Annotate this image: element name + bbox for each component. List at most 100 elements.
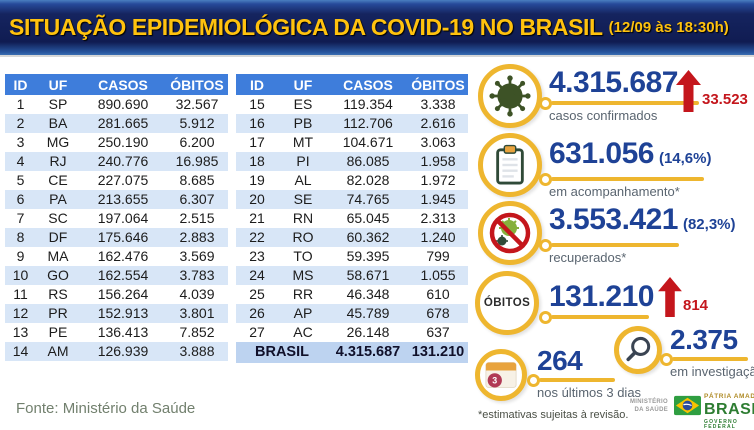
table-row: 16 PB 112.706 2.616 [236,114,468,133]
table-cell: 18 [249,153,265,169]
table-cell: 227.075 [97,172,149,188]
table-cell: 59.395 [346,248,390,264]
virus-icon-glyph [489,75,531,117]
obitos-badge: ÓBITOS [475,271,539,335]
confirmed-value: 4.315.687 [549,66,678,99]
page-title: SITUAÇÃO EPIDEMIOLÓGICA DA COVID-19 NO B… [9,14,603,40]
table-cell: 610 [426,286,450,302]
table-cell: 1.055 [420,267,456,283]
table-cell: 4 [16,153,25,169]
table-row: 14 AM 126.939 3.888 [5,342,228,361]
table-cell: 197.064 [97,210,149,226]
table-cell: 21 [249,210,265,226]
table-row: 18 PI 86.085 1.958 [236,152,468,171]
table-cell: 6 [16,191,25,207]
table-cell: 32.567 [175,96,219,112]
column-header-uf: UF [36,74,80,95]
table-cell: 46.348 [346,286,390,302]
table-cell: 3.888 [179,343,215,359]
table-row: 6 PA 213.655 6.307 [5,190,228,209]
table-cell: BA [48,115,68,131]
gov-line1: PÁTRIA AMADA [704,393,754,400]
recovered-pct: (82,3%) [682,216,736,233]
table-cell: TO [293,248,313,264]
monitoring-pct: (14,6%) [658,150,712,167]
table-cell: 281.665 [97,115,149,131]
table-cell: 136.413 [97,324,149,340]
table-cell: CE [48,172,68,188]
table-cell: 152.913 [97,305,149,321]
table-cell: 6.307 [179,191,215,207]
deaths-delta: 814 [658,277,708,317]
table-cell: 9 [16,248,25,264]
table-cell: PB [293,115,313,131]
table-cell: 10 [12,267,29,283]
table-cell: 3 [16,134,25,150]
table-cell: PR [48,305,68,321]
table-row: 15 ES 119.354 3.338 [236,95,468,114]
table-cell: 20 [249,191,265,207]
table-row: 13 PE 136.413 7.852 [5,323,228,342]
table-cell: 1.972 [420,172,456,188]
table-cell: 2.313 [420,210,456,226]
table-row: 20 SE 74.765 1.945 [236,190,468,209]
table-cell: 7 [16,210,25,226]
table-cell: 1 [16,96,25,112]
obitos-badge-label: ÓBITOS [483,297,531,309]
table-cell: ES [293,96,313,112]
table-row: 3 MG 250.190 6.200 [5,133,228,152]
magnifier-icon-glyph [626,336,651,362]
magnifier-icon [614,326,662,374]
confirmed-label: casos confirmados [549,108,658,123]
recent-deaths-label: nos últimos 3 dias [537,385,642,400]
table-cell: PI [296,153,310,169]
confirmed-delta-value: 33.523 [702,91,748,108]
government-brand: PÁTRIA AMADA BRASIL GOVERNO FEDERAL [704,393,754,430]
table-cell: 156.264 [97,286,149,302]
stat-confirmed: 4.315.687 casos confirmados [539,66,699,123]
title-timestamp: (12/09 às 18:30h) [608,19,729,36]
table-row: 25 RR 46.348 610 [236,285,468,304]
column-header-obitos: ÓBITOS [166,74,228,95]
table-cell: 3.569 [179,248,215,264]
stat-underline [660,353,748,366]
table-cell: 27 [249,324,265,340]
table-cell: 175.646 [97,229,149,245]
table-row: 10 GO 162.554 3.783 [5,266,228,285]
table-cell: 26 [249,305,265,321]
table-cell: 8 [16,229,25,245]
up-arrow-icon [658,277,682,317]
table-cell: 2.616 [420,115,456,131]
title-bar: SITUAÇÃO EPIDEMIOLÓGICA DA COVID-19 NO B… [0,0,754,57]
stat-investigation: 2.375 em investigação [660,324,754,379]
investigation-value: 2.375 [670,324,738,355]
table-row: 12 PR 152.913 3.801 [5,304,228,323]
table-cell: 1.240 [420,229,456,245]
table-row: 4 RJ 240.776 16.985 [5,152,228,171]
table-cell: DF [48,229,68,245]
table-cell: 240.776 [97,153,149,169]
table-cell: 162.476 [97,248,149,264]
estimates-note: *estimativas sujeitas à revisão. [478,409,629,421]
brazil-flag-logo [674,394,701,422]
table-cell: MT [292,134,314,150]
table-cell: 7.852 [179,324,215,340]
table-cell: 162.554 [97,267,149,283]
table-cell: 25 [249,286,265,302]
up-arrow-icon [676,70,701,112]
table-cell: 3.801 [179,305,215,321]
stat-underline [539,239,679,252]
table-cell: 2.515 [179,210,215,226]
brasil-total-row: BRASIL 4.315.687 131.210 [236,342,468,363]
confirmed-delta: 33.523 [676,70,748,112]
column-header-id: ID [236,74,278,95]
states-table-right-grid: ID UF CASOS ÓBITOS 15 ES 119.354 3.338 16 PB 1… [236,74,468,363]
no-virus-icon [478,201,542,265]
table-row: 1 SP 890.690 32.567 [5,95,228,114]
table-cell: 126.939 [97,343,149,359]
table-cell: SP [48,96,68,112]
table-header-row: ID UF CASOS ÓBITOS [5,74,228,95]
table-header-row: ID UF CASOS ÓBITOS [236,74,468,95]
table-cell: 8.685 [179,172,215,188]
deaths-delta-value: 814 [683,297,709,314]
